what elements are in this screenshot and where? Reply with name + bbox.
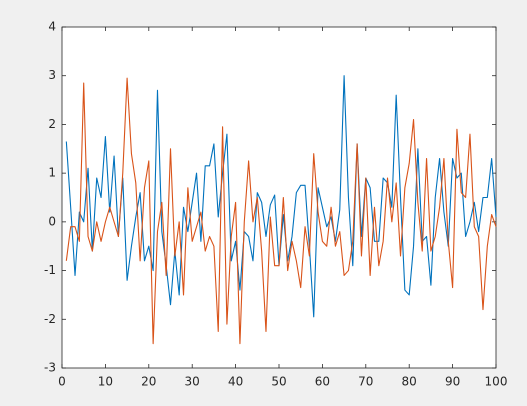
series-line [65, 77, 497, 345]
y-tick-label: -1 [44, 263, 56, 277]
x-tick-label: 30 [185, 375, 200, 389]
y-tick-label: 2 [48, 117, 56, 131]
x-tick-label: 90 [445, 375, 460, 389]
x-tick-label: 50 [271, 375, 286, 389]
y-tick-label: 1 [48, 166, 56, 180]
y-tick-label: -2 [44, 312, 56, 326]
y-tick-label: -3 [44, 361, 56, 375]
x-tick-label: 70 [358, 375, 373, 389]
x-tick-label: 20 [141, 375, 156, 389]
y-tick-label: 3 [48, 68, 56, 82]
x-tick-label: 60 [315, 375, 330, 389]
y-tick-label: 0 [48, 214, 56, 228]
axes-box [61, 26, 497, 369]
x-tick-label: 100 [485, 375, 508, 389]
x-tick-label: 10 [98, 375, 113, 389]
x-tick-label: 40 [228, 375, 243, 389]
x-tick-label: 80 [402, 375, 417, 389]
y-tick-label: 4 [48, 20, 56, 34]
x-tick-label: 0 [58, 375, 66, 389]
